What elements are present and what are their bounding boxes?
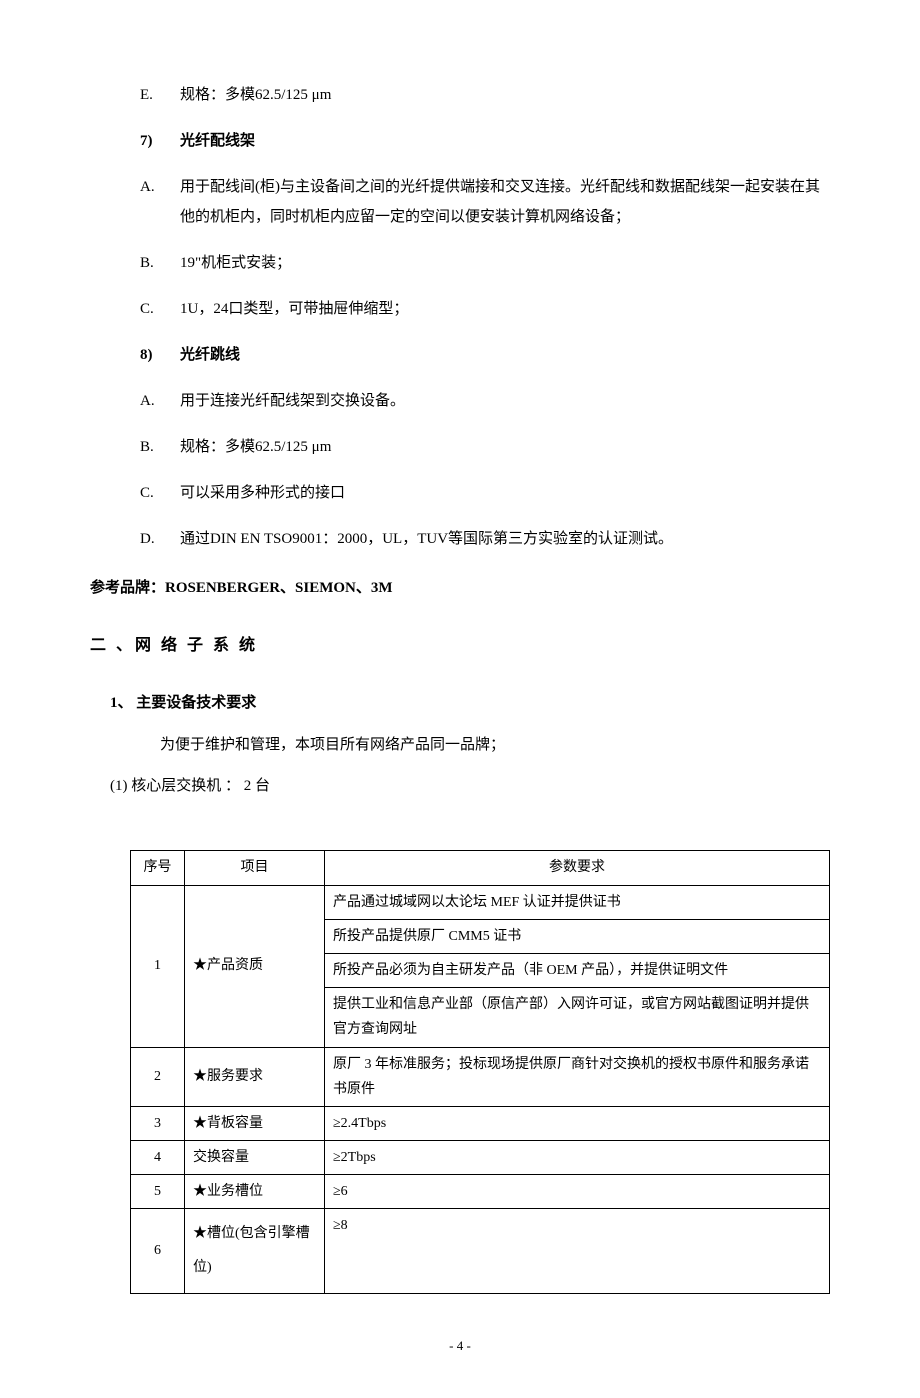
- list-item-heading: 7) 光纤配线架: [140, 126, 830, 156]
- brand-reference: 参考品牌：ROSENBERGER、SIEMON、3M: [90, 574, 830, 603]
- list-item: B. 19"机柜式安装；: [140, 248, 830, 278]
- marker-8c: C.: [140, 478, 180, 508]
- cell-seq: 2: [131, 1047, 185, 1106]
- marker-7a: A.: [140, 172, 180, 232]
- cell-param: ≥2.4Tbps: [325, 1106, 830, 1140]
- cell-param: ≥6: [325, 1175, 830, 1209]
- cell-param: 所投产品提供原厂 CMM5 证书: [325, 919, 830, 953]
- content-7a: 用于配线间(柜)与主设备间之间的光纤提供端接和交叉连接。光纤配线和数据配线架一起…: [180, 172, 830, 232]
- table-row: 4 交换容量 ≥2Tbps: [131, 1141, 830, 1175]
- cell-item: ★背板容量: [185, 1106, 325, 1140]
- cell-item: ★服务要求: [185, 1047, 325, 1106]
- table-row: 2 ★服务要求 原厂 3 年标准服务；投标现场提供原厂商针对交换机的授权书原件和…: [131, 1047, 830, 1106]
- heading-7: 光纤配线架: [180, 126, 830, 156]
- spec-table: 序号 项目 参数要求 1 ★产品资质 产品通过城域网以太论坛 MEF 认证并提供…: [130, 850, 830, 1293]
- content-8d: 通过DIN EN TSO9001：2000，UL，TUV等国际第三方实验室的认证…: [180, 524, 830, 554]
- table-row: 3 ★背板容量 ≥2.4Tbps: [131, 1106, 830, 1140]
- list-item: A. 用于配线间(柜)与主设备间之间的光纤提供端接和交叉连接。光纤配线和数据配线…: [140, 172, 830, 232]
- list-item: B. 规格：多模62.5/125 μm: [140, 432, 830, 462]
- section-2-heading: 二 、网 络 子 系 统: [90, 631, 830, 661]
- paragraph-brand-note: 为便于维护和管理，本项目所有网络产品同一品牌；: [130, 731, 830, 760]
- table-row: 1 ★产品资质 产品通过城域网以太论坛 MEF 认证并提供证书: [131, 885, 830, 919]
- marker-7c: C.: [140, 294, 180, 324]
- table-row: 5 ★业务槽位 ≥6: [131, 1175, 830, 1209]
- cell-seq: 3: [131, 1106, 185, 1140]
- content-e: 规格：多模62.5/125 μm: [180, 80, 830, 110]
- content-8b: 规格：多模62.5/125 μm: [180, 432, 830, 462]
- cell-param: 产品通过城域网以太论坛 MEF 认证并提供证书: [325, 885, 830, 919]
- content-8a: 用于连接光纤配线架到交换设备。: [180, 386, 830, 416]
- cell-param: ≥2Tbps: [325, 1141, 830, 1175]
- marker-e: E.: [140, 80, 180, 110]
- marker-8a: A.: [140, 386, 180, 416]
- header-seq: 序号: [131, 851, 185, 885]
- spec-list-top: E. 规格：多模62.5/125 μm 7) 光纤配线架 A. 用于配线间(柜)…: [140, 80, 830, 554]
- content-8c: 可以采用多种形式的接口: [180, 478, 830, 508]
- cell-seq: 5: [131, 1175, 185, 1209]
- marker-7: 7): [140, 126, 180, 156]
- list-item-heading: 8) 光纤跳线: [140, 340, 830, 370]
- content-7c: 1U，24口类型，可带抽屉伸缩型；: [180, 294, 830, 324]
- cell-param: 原厂 3 年标准服务；投标现场提供原厂商针对交换机的授权书原件和服务承诺书原件: [325, 1047, 830, 1106]
- content-7b: 19"机柜式安装；: [180, 248, 830, 278]
- marker-8: 8): [140, 340, 180, 370]
- core-switch-heading: (1) 核心层交换机 ： 2 台: [110, 772, 830, 801]
- table-body: 1 ★产品资质 产品通过城域网以太论坛 MEF 认证并提供证书 所投产品提供原厂…: [131, 885, 830, 1293]
- heading-8: 光纤跳线: [180, 340, 830, 370]
- marker-8d: D.: [140, 524, 180, 554]
- cell-param: 所投产品必须为自主研发产品（非 OEM 产品），并提供证明文件: [325, 953, 830, 987]
- cell-seq: 6: [131, 1209, 185, 1293]
- table-row: 6 ★槽位(包含引擎槽位) ≥8: [131, 1209, 830, 1293]
- cell-item: 交换容量: [185, 1141, 325, 1175]
- cell-param: 提供工业和信息产业部（原信产部）入网许可证，或官方网站截图证明并提供官方查询网址: [325, 988, 830, 1047]
- marker-7b: B.: [140, 248, 180, 278]
- sub-heading-1: 1、 主要设备技术要求: [110, 689, 830, 718]
- marker-8b: B.: [140, 432, 180, 462]
- list-item: C. 可以采用多种形式的接口: [140, 478, 830, 508]
- cell-item: ★业务槽位: [185, 1175, 325, 1209]
- table-header-row: 序号 项目 参数要求: [131, 851, 830, 885]
- page-number: - 4 -: [90, 1334, 830, 1359]
- list-item: C. 1U，24口类型，可带抽屉伸缩型；: [140, 294, 830, 324]
- list-item: A. 用于连接光纤配线架到交换设备。: [140, 386, 830, 416]
- cell-param: ≥8: [325, 1209, 830, 1293]
- cell-seq: 4: [131, 1141, 185, 1175]
- list-item: E. 规格：多模62.5/125 μm: [140, 80, 830, 110]
- list-item: D. 通过DIN EN TSO9001：2000，UL，TUV等国际第三方实验室…: [140, 524, 830, 554]
- cell-item: ★槽位(包含引擎槽位): [185, 1209, 325, 1293]
- header-item: 项目: [185, 851, 325, 885]
- cell-seq: 1: [131, 885, 185, 1047]
- cell-item: ★产品资质: [185, 885, 325, 1047]
- header-param: 参数要求: [325, 851, 830, 885]
